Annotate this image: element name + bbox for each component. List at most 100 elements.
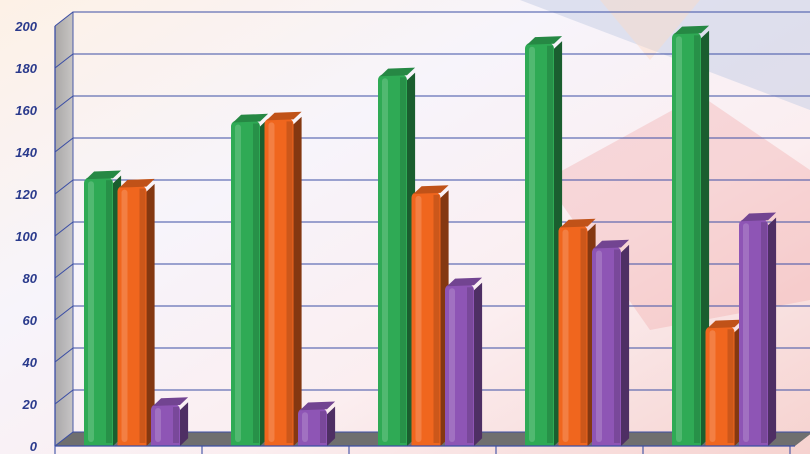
bar xyxy=(84,170,122,446)
bar-highlight xyxy=(302,412,308,442)
bar-front-base xyxy=(558,440,588,446)
bar-top xyxy=(300,401,336,411)
bar xyxy=(558,218,596,446)
bar-side xyxy=(621,244,630,446)
bar-top xyxy=(86,170,122,180)
bars xyxy=(84,25,777,447)
y-tick-label: 40 xyxy=(22,355,38,370)
bar-front-base xyxy=(378,440,407,446)
bar-shadow xyxy=(139,188,146,443)
bar-shadow xyxy=(106,180,112,443)
bar-top xyxy=(741,212,777,222)
bar-top xyxy=(266,111,302,121)
bar xyxy=(445,277,483,446)
bar-side xyxy=(146,183,155,446)
bar-front-base xyxy=(445,440,474,446)
bar-shadow xyxy=(253,123,259,443)
y-tick-label: 160 xyxy=(15,103,37,118)
bar-highlight xyxy=(743,223,749,442)
bar-top xyxy=(527,36,563,45)
bar-highlight xyxy=(235,124,241,442)
y-tick-label: 80 xyxy=(23,271,38,286)
bar-side xyxy=(474,282,483,446)
gridline xyxy=(54,137,810,153)
y-tick-label: 60 xyxy=(23,313,38,328)
bar-highlight xyxy=(676,36,682,443)
bar xyxy=(151,397,189,446)
y-tick-label: 120 xyxy=(15,187,37,202)
gridlines xyxy=(54,11,810,447)
bar-top xyxy=(119,178,155,188)
gridline xyxy=(54,53,810,69)
bar-front-base xyxy=(298,440,327,446)
bar-top xyxy=(233,113,269,123)
bar xyxy=(298,401,336,446)
bar-highlight xyxy=(382,78,388,443)
bar-front-base xyxy=(411,440,441,446)
bar xyxy=(117,178,155,446)
bar-shadow xyxy=(173,407,179,443)
bar-top xyxy=(380,67,416,77)
bar-highlight xyxy=(562,229,569,442)
bar xyxy=(264,111,302,447)
bar-shadow xyxy=(727,329,734,443)
bar-shadow xyxy=(433,194,440,443)
y-tick-label: 180 xyxy=(15,61,37,76)
bar-highlight xyxy=(709,330,716,442)
bar-top xyxy=(413,185,449,194)
bar-front-base xyxy=(739,440,768,446)
bar-front-base xyxy=(705,440,735,446)
bar-highlight xyxy=(449,288,455,442)
bar xyxy=(592,239,630,446)
bar-top xyxy=(707,319,743,329)
bar-highlight xyxy=(88,181,94,442)
bar-shadow xyxy=(400,77,406,444)
bar-top xyxy=(560,218,596,228)
bar-highlight xyxy=(268,122,275,443)
bar-highlight xyxy=(529,46,535,443)
bar-highlight xyxy=(596,250,602,442)
gridline xyxy=(54,11,810,27)
y-tick-label: 200 xyxy=(14,19,37,34)
bar-side xyxy=(768,217,777,446)
bar xyxy=(411,185,449,446)
bar-shadow xyxy=(694,35,700,444)
bar-front-base xyxy=(84,440,113,446)
bar-front-base xyxy=(592,440,621,446)
bar-highlight xyxy=(415,195,422,442)
bar xyxy=(231,113,269,447)
bar-front-base xyxy=(231,440,260,446)
y-tick-label: 100 xyxy=(15,229,37,244)
bar-front-base xyxy=(117,440,147,446)
bar-front-base xyxy=(525,440,554,446)
bar-shadow xyxy=(580,228,587,443)
gridline xyxy=(54,95,810,111)
bar xyxy=(525,36,563,447)
bar-side xyxy=(180,402,189,446)
y-tick-label: 140 xyxy=(15,145,37,160)
bar-side xyxy=(293,116,302,446)
bar xyxy=(672,25,710,447)
bar-shadow xyxy=(614,249,620,443)
bar-front-base xyxy=(151,440,180,446)
bar-shadow xyxy=(286,121,293,444)
bar xyxy=(378,67,416,447)
bar-shadow xyxy=(320,411,326,443)
bar-top xyxy=(674,25,710,35)
bar-side xyxy=(327,406,336,446)
bar-shadow xyxy=(547,45,553,444)
bar-top xyxy=(594,239,630,249)
y-axis: 0 20 40 60 80 100 120 140 160 180 200 xyxy=(14,19,795,454)
bar-front-base xyxy=(672,440,701,446)
gridline xyxy=(54,179,810,195)
bar-highlight xyxy=(121,189,128,442)
y-tick-label: 20 xyxy=(22,397,38,412)
bar-top xyxy=(447,277,483,287)
bar-top xyxy=(153,397,189,406)
bar xyxy=(705,319,743,446)
bar xyxy=(739,212,777,446)
bar-front-base xyxy=(264,440,294,446)
bar-shadow xyxy=(467,287,473,443)
